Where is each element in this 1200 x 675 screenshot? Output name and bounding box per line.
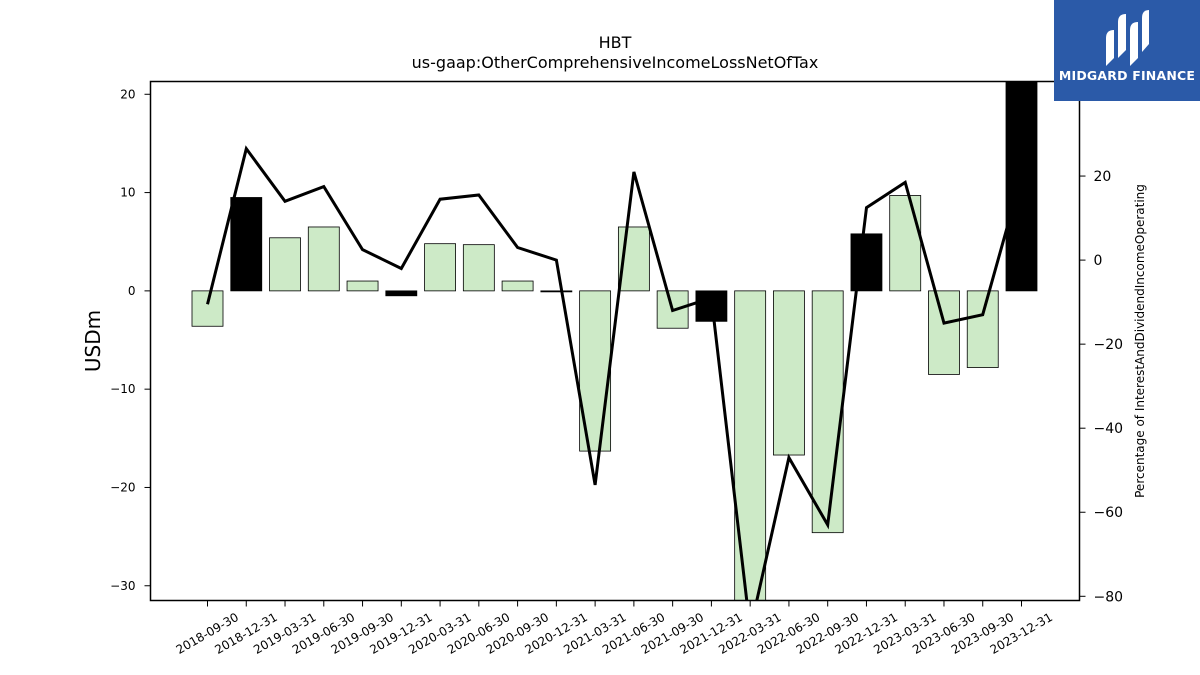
bar — [811, 290, 844, 534]
logo-icon — [1106, 10, 1149, 66]
bar — [424, 243, 456, 292]
bar — [734, 290, 767, 601]
left-axis: −30 −20 −10 0 10 20 — [110, 87, 151, 593]
y-tick-label: −20 — [110, 480, 135, 494]
x-axis: 2018-09-302018-12-312019-03-312019-06-30… — [174, 600, 1055, 657]
y-tick-label: −30 — [110, 579, 135, 593]
bar-series — [191, 81, 1038, 601]
y-tick-label: 20 — [120, 87, 135, 101]
brand-logo: MIDGARD FINANCE — [1054, 0, 1200, 101]
line-series — [206, 145, 1023, 601]
y-tick-label: 10 — [120, 186, 135, 200]
bar — [501, 280, 534, 292]
bar — [1005, 81, 1038, 292]
bar — [928, 290, 960, 375]
y2-tick-label: −60 — [1094, 505, 1124, 521]
bar — [191, 290, 224, 327]
chart-subtitle: us-gaap:OtherComprehensiveIncomeLossNetO… — [412, 53, 819, 72]
bar — [385, 290, 418, 297]
bar — [966, 290, 999, 368]
bar — [850, 233, 883, 292]
y-tick-label: 0 — [128, 284, 136, 298]
right-axis: −80 −60 −40 −20 0 20 — [1079, 169, 1124, 605]
y2-tick-label: −40 — [1094, 421, 1124, 437]
plot-frame — [149, 80, 1081, 602]
y2-tick-label: −20 — [1094, 337, 1124, 353]
y2-axis-label: Percentage of InterestAndDividendIncomeO… — [1133, 184, 1147, 498]
y2-tick-label: 0 — [1094, 253, 1103, 269]
bar — [346, 280, 379, 292]
logo-text: MIDGARD FINANCE — [1058, 68, 1196, 83]
bar — [889, 195, 922, 292]
chart-title: HBT — [599, 33, 632, 52]
y2-tick-label: −80 — [1094, 589, 1124, 605]
bar — [269, 237, 301, 292]
bar — [540, 290, 573, 293]
bar — [307, 226, 340, 292]
y-axis-label: USDm — [81, 310, 105, 372]
y-tick-label: −10 — [110, 382, 135, 396]
bar — [773, 290, 805, 456]
bar — [230, 197, 263, 292]
bar — [462, 244, 495, 292]
y2-tick-label: 20 — [1094, 169, 1112, 185]
line — [206, 145, 1023, 601]
